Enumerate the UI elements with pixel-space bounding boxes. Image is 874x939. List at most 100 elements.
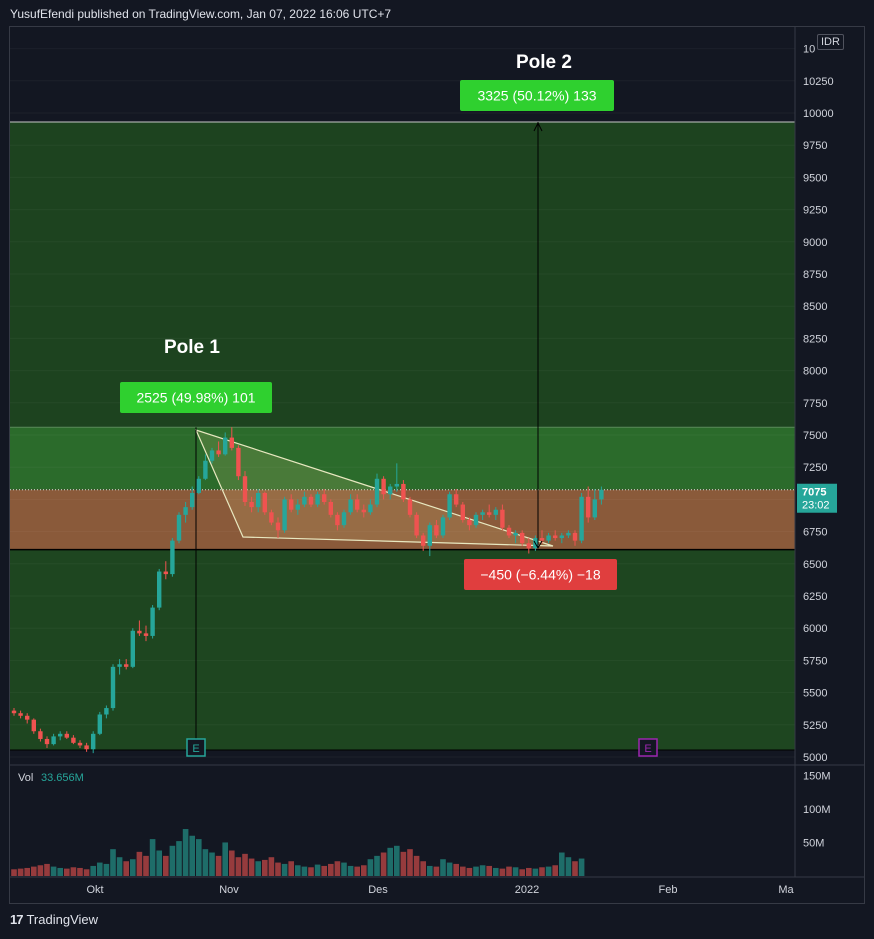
volume-bar bbox=[559, 852, 565, 876]
candle-body bbox=[592, 499, 597, 518]
volume-bar bbox=[466, 867, 473, 876]
candle-body bbox=[348, 499, 353, 513]
candle-body bbox=[143, 633, 149, 636]
tradingview-brand-label: TradingView bbox=[26, 912, 99, 927]
candle-body bbox=[104, 708, 109, 715]
price-tick-label: 9250 bbox=[803, 205, 827, 217]
candle-body bbox=[38, 731, 43, 739]
price-tick-label: 7250 bbox=[803, 462, 827, 474]
volume-bar bbox=[262, 859, 268, 876]
price-tick-label: 5750 bbox=[803, 655, 827, 667]
candle-body bbox=[480, 512, 485, 515]
volume-bar bbox=[281, 863, 288, 876]
volume-bar bbox=[407, 849, 413, 876]
volume-bar bbox=[314, 864, 321, 876]
pole2-arrow-icon bbox=[533, 121, 543, 132]
candle-body bbox=[31, 719, 36, 732]
candle-body bbox=[209, 450, 215, 461]
volume-bar bbox=[50, 866, 57, 876]
volume-bar bbox=[532, 868, 539, 876]
volume-bar bbox=[64, 868, 70, 876]
pole2-title: Pole 2 bbox=[516, 52, 572, 73]
candle-body bbox=[394, 483, 399, 487]
candle-body bbox=[566, 532, 571, 536]
time-tick-label: Des bbox=[368, 884, 388, 896]
volume-bar bbox=[545, 866, 552, 876]
volume-bar bbox=[460, 866, 466, 876]
chart-frame[interactable] bbox=[9, 26, 865, 904]
volume-bar bbox=[156, 850, 162, 876]
candle-body bbox=[130, 630, 135, 667]
candle-body bbox=[97, 714, 102, 734]
publish-attribution: YusufEfendi published on TradingView.com… bbox=[10, 7, 392, 21]
volume-bar bbox=[552, 865, 558, 876]
volume-bar bbox=[367, 859, 374, 876]
volume-bar bbox=[149, 839, 156, 876]
currency-badge[interactable]: IDR bbox=[817, 34, 844, 50]
time-tick-label: Nov bbox=[219, 884, 239, 896]
earnings-marker-2 bbox=[638, 738, 658, 757]
time-tick-label: Feb bbox=[659, 884, 678, 896]
tradingview-logo[interactable]: 17 TradingView bbox=[10, 912, 98, 927]
pole1-measure-label: 2525 (49.98%) 101 bbox=[136, 390, 255, 406]
earnings-marker-2-text: E bbox=[644, 743, 651, 755]
candle-body bbox=[467, 520, 472, 526]
candle-body bbox=[586, 496, 591, 518]
volume-bar bbox=[90, 865, 96, 876]
candle-body bbox=[539, 538, 545, 541]
candle-body bbox=[500, 509, 505, 528]
volume-bar bbox=[196, 839, 202, 876]
volume-bar bbox=[235, 857, 242, 876]
pole2-target-zone bbox=[10, 122, 795, 428]
pole2-measure-label: 3325 (50.12%) 133 bbox=[477, 88, 596, 104]
volume-bar bbox=[413, 855, 420, 876]
volume-bar bbox=[275, 862, 281, 876]
volume-bar bbox=[321, 865, 327, 876]
volume-bar bbox=[499, 868, 506, 876]
price-tag-value: 7075 bbox=[802, 487, 826, 499]
volume-bar bbox=[83, 869, 90, 876]
tradingview-logo-icon: 17 bbox=[10, 912, 24, 927]
candle-body bbox=[599, 489, 604, 500]
candle-body bbox=[190, 492, 195, 508]
candle-body bbox=[295, 504, 300, 510]
candle-body bbox=[170, 540, 175, 575]
volume-bar bbox=[116, 857, 123, 876]
volume-bar bbox=[526, 867, 532, 876]
volume-bar bbox=[578, 858, 585, 876]
price-tick-label: 7500 bbox=[803, 430, 827, 442]
price-tick-label: 6250 bbox=[803, 591, 827, 603]
candle-body bbox=[388, 486, 393, 495]
candle-body bbox=[308, 496, 314, 505]
candle-body bbox=[414, 514, 419, 536]
time-tick-label: 2022 bbox=[515, 884, 539, 896]
volume-bar bbox=[44, 863, 50, 876]
candle-body bbox=[302, 496, 307, 505]
volume-bar bbox=[446, 862, 453, 876]
candle-body bbox=[579, 496, 584, 541]
price-tick-label: 9750 bbox=[803, 140, 827, 152]
volume-bar bbox=[486, 865, 492, 876]
candle-body bbox=[25, 715, 30, 720]
risk-zone bbox=[10, 489, 795, 550]
volume-bar bbox=[334, 861, 341, 876]
candle-body bbox=[71, 737, 76, 743]
volume-bar bbox=[394, 845, 400, 876]
volume-bar bbox=[493, 867, 499, 876]
candle-body bbox=[381, 478, 386, 495]
volume-bar bbox=[97, 862, 103, 876]
volume-bar bbox=[427, 865, 433, 876]
candle-body bbox=[262, 492, 267, 513]
pole1-title: Pole 1 bbox=[164, 337, 220, 358]
price-tick-label: 5250 bbox=[803, 720, 827, 732]
volume-value: 33.656M bbox=[41, 772, 84, 784]
volume-bar bbox=[354, 866, 360, 876]
candle-body bbox=[124, 664, 129, 667]
candle-body bbox=[44, 738, 50, 745]
candle-body bbox=[335, 514, 340, 526]
price-tick-label: 8000 bbox=[803, 366, 827, 378]
volume-bar bbox=[136, 851, 143, 876]
candle-body bbox=[434, 525, 439, 536]
price-tick-label: 5500 bbox=[803, 688, 827, 700]
